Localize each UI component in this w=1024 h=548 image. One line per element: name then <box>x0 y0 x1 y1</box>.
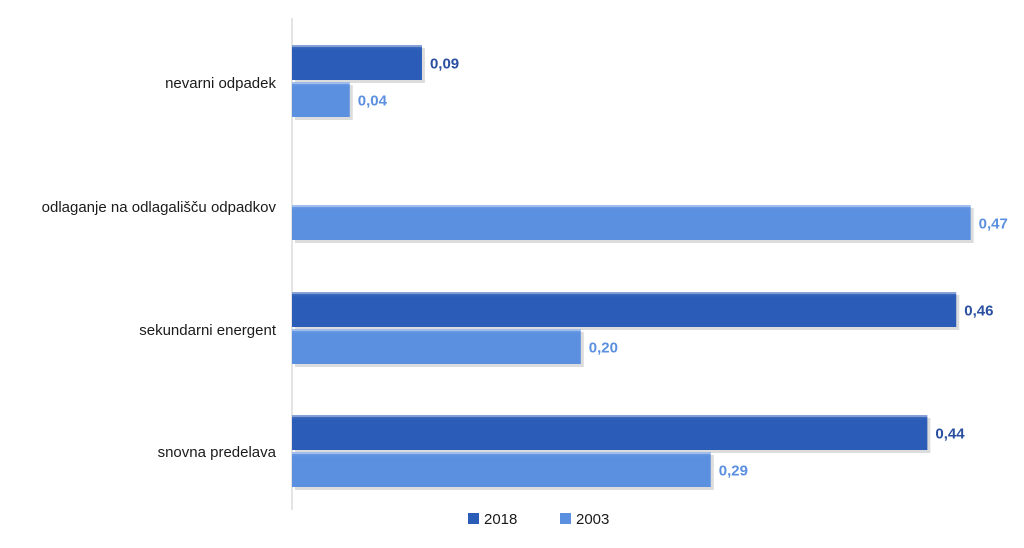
bar-highlight <box>292 205 971 207</box>
bar-2018-0 <box>292 45 422 80</box>
bar-highlight <box>292 82 350 84</box>
bar-highlight <box>292 45 422 47</box>
category-label: sekundarni energent <box>139 322 277 339</box>
bar-highlight <box>292 329 581 331</box>
data-label: 0,46 <box>964 303 993 320</box>
data-label: 0,20 <box>589 340 618 357</box>
category-label: nevarni odpadek <box>165 75 276 92</box>
data-label: 0,29 <box>719 463 748 480</box>
bar-2018-2 <box>292 292 957 327</box>
data-label: 0,09 <box>430 56 459 73</box>
bar-2003-0 <box>292 82 350 117</box>
bar-2003-1 <box>292 205 971 240</box>
data-label: 0,04 <box>358 93 388 110</box>
bar-highlight <box>292 292 957 294</box>
category-label: odlaganje na odlagališču odpadkov <box>42 199 277 216</box>
bar-highlight <box>292 452 711 454</box>
bar-highlight <box>292 415 928 417</box>
bar-2003-3 <box>292 452 711 487</box>
legend-label-2003: 2003 <box>576 511 609 528</box>
legend-swatch-2018 <box>468 513 479 524</box>
legend-swatch-2003 <box>560 513 571 524</box>
bar-2003-2 <box>292 329 581 364</box>
data-label: 0,44 <box>935 426 965 443</box>
bar-2018-3 <box>292 415 928 450</box>
data-label: 0,47 <box>979 216 1008 233</box>
category-label: snovna predelava <box>158 444 277 461</box>
legend-label-2018: 2018 <box>484 511 517 528</box>
